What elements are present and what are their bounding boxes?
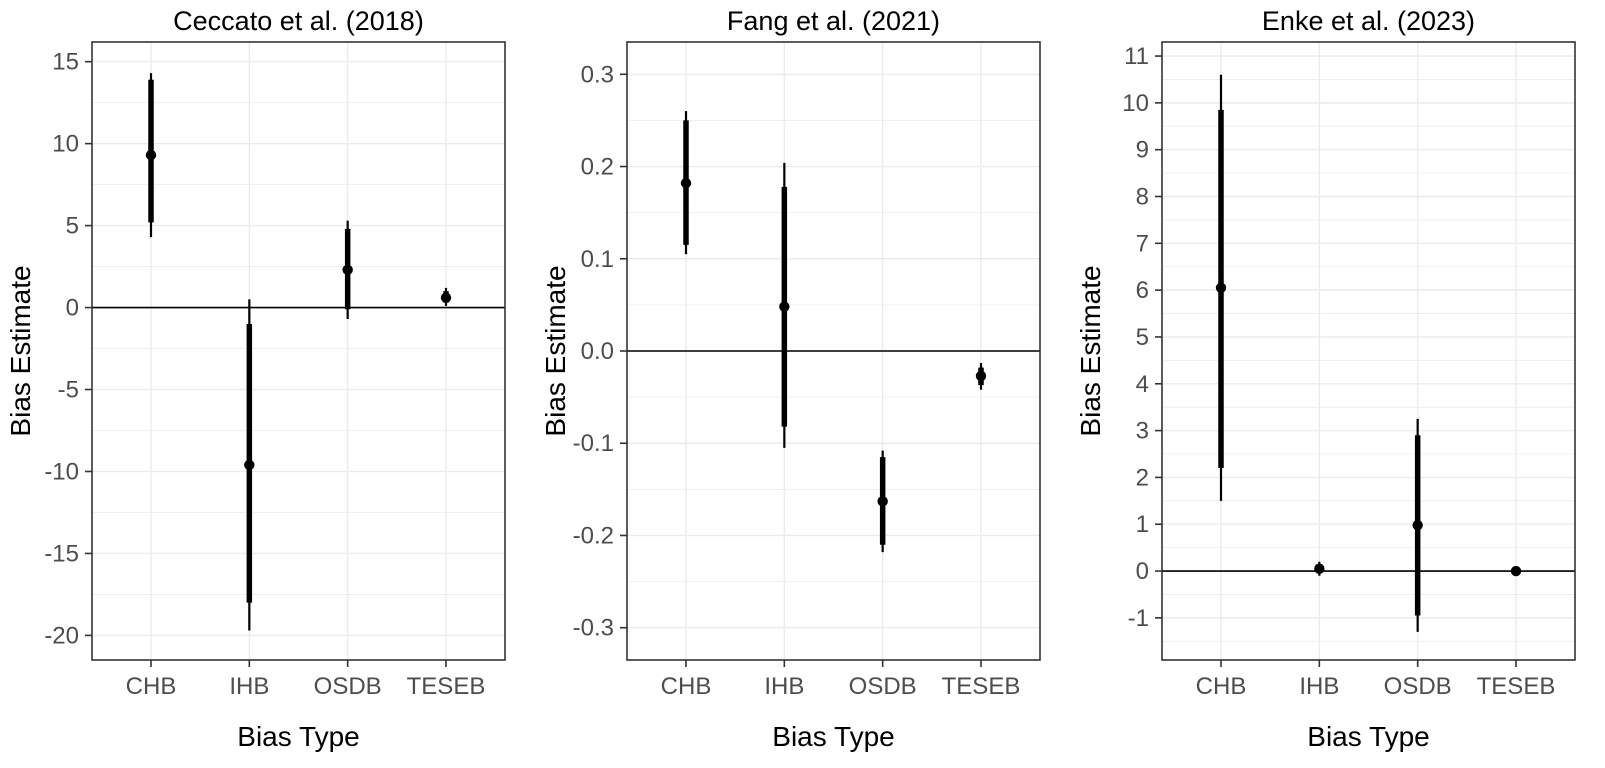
x-axis-label: Bias Type (772, 721, 894, 752)
point-estimate (1314, 563, 1325, 574)
point-estimate (975, 370, 987, 382)
x-tick-label: IHB (1299, 673, 1339, 700)
y-tick-label: 0.0 (581, 338, 614, 365)
x-axis-label: Bias Type (237, 721, 359, 752)
y-tick-label: 0.1 (581, 246, 614, 273)
y-tick-label: -20 (44, 622, 79, 649)
x-tick-label: TESEB (1477, 673, 1556, 700)
panel-title: Fang et al. (2021) (727, 6, 940, 36)
y-tick-label: 1 (1136, 511, 1149, 538)
point-estimate (145, 149, 157, 161)
panel-bg (0, 0, 535, 768)
panel-border (91, 41, 506, 661)
panel-border (1161, 41, 1576, 661)
y-tick-label: -0.2 (573, 522, 614, 549)
chart-panel-2: -0.3 -0.2 -0.1 0.0 0.1 0.2 0.3 CHB IHB OSDB TESEB F… (535, 0, 1070, 768)
y-tick-label: -0.3 (573, 615, 614, 642)
chart-panel-1: -20 -15 -10 -5 0 5 10 15 CHB IHB OSDB TESEB Ceccato … (0, 0, 535, 768)
y-tick-label: 10 (52, 131, 79, 158)
y-tick-label: 5 (1136, 324, 1149, 351)
y-tick-label: -1 (1128, 605, 1149, 632)
panel-title: Ceccato et al. (2018) (173, 6, 424, 36)
y-tick-label: 5 (66, 213, 79, 240)
x-tick-label: CHB (1196, 673, 1247, 700)
y-tick-label: -15 (44, 540, 79, 567)
point-estimate (680, 177, 692, 189)
y-axis-label: Bias Estimate (1075, 265, 1106, 436)
x-tick-label: OSDB (314, 673, 382, 700)
x-tick-label: IHB (764, 673, 804, 700)
y-tick-label: 3 (1136, 418, 1149, 445)
chart-panel-3: -1 0 1 2 3 4 5 6 7 8 9 10 11 CHB IHB OSDB TESEB Enke et a… (1070, 0, 1605, 768)
x-axis-label: Bias Type (1307, 721, 1429, 752)
x-tick-label: TESEB (407, 673, 486, 700)
y-tick-label: 6 (1136, 277, 1149, 304)
y-tick-label: 0.2 (581, 154, 614, 181)
x-tick-label: TESEB (942, 673, 1021, 700)
y-tick-label: 0.3 (581, 61, 614, 88)
y-tick-label: 10 (1122, 90, 1149, 117)
y-tick-label: 11 (1124, 43, 1149, 70)
x-tick-label: OSDB (849, 673, 917, 700)
point-estimate (1412, 519, 1423, 531)
point-estimate (1215, 282, 1227, 293)
y-tick-label: -10 (44, 458, 79, 485)
x-tick-label: CHB (661, 673, 712, 700)
point-estimate (342, 264, 353, 276)
panel-bg (535, 0, 1070, 768)
y-tick-label: 7 (1136, 230, 1149, 257)
x-tick-label: CHB (126, 673, 177, 700)
y-axis-label: Bias Estimate (5, 265, 36, 436)
y-tick-label: 9 (1136, 137, 1149, 164)
point-estimate (1510, 565, 1522, 577)
y-tick-label: 0 (66, 295, 79, 322)
y-axis-label: Bias Estimate (540, 265, 571, 436)
y-tick-label: -5 (58, 377, 79, 404)
y-tick-label: -0.1 (573, 430, 614, 457)
y-tick-label: 8 (1136, 184, 1149, 211)
point-estimate (440, 292, 452, 303)
x-tick-label: IHB (229, 673, 269, 700)
y-tick-label: 0 (1136, 558, 1149, 585)
panel-title: Enke et al. (2023) (1262, 6, 1475, 36)
y-tick-label: 2 (1136, 464, 1149, 491)
x-tick-label: OSDB (1384, 673, 1452, 700)
y-tick-label: 4 (1136, 371, 1149, 398)
point-estimate (244, 459, 255, 471)
point-estimate (779, 301, 790, 312)
y-tick-label: 15 (52, 49, 79, 76)
point-estimate (877, 496, 888, 507)
